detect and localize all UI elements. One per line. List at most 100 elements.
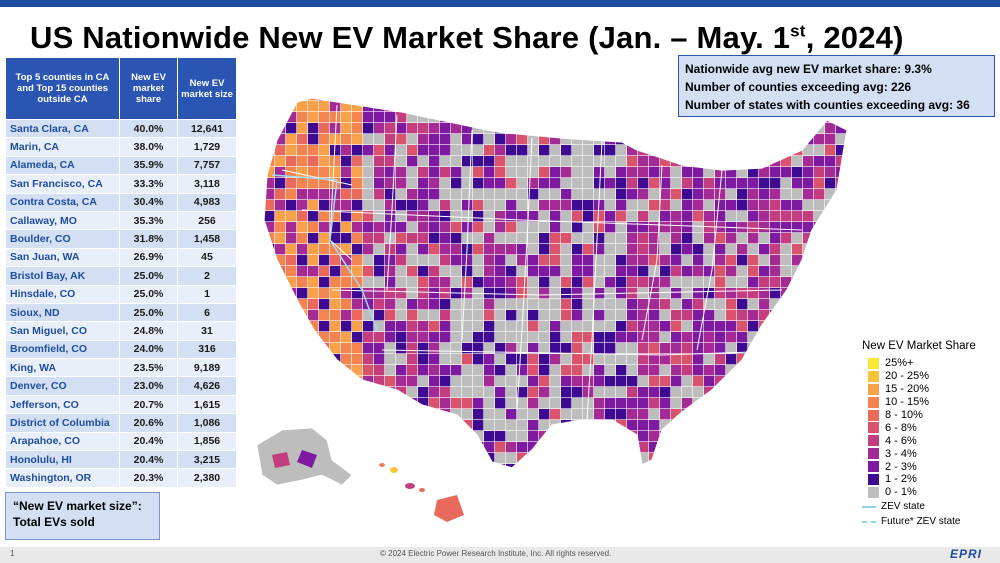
county-cell [561,453,572,464]
county-cell [792,453,803,464]
county-cell [539,255,550,266]
county-cell [715,211,726,222]
county-cell [594,112,605,123]
county-cell [792,255,803,266]
county-cell [506,266,517,277]
county-cell [792,200,803,211]
county-cell [517,299,528,310]
county-cell [275,244,286,255]
county-cell [737,134,748,145]
county-cell [649,244,660,255]
county-cell [484,354,495,365]
county-cell [693,409,704,420]
county-cell [539,310,550,321]
county-cell [275,145,286,156]
county-cell [550,409,561,420]
county-cell [341,431,352,442]
county-cell [550,376,561,387]
share-cell: 30.4% [119,192,178,212]
legend-item: 2 - 3% [862,460,997,473]
county-cell [704,98,715,101]
county-cell [858,112,862,122]
county-cell [539,409,550,420]
county-cell [539,189,550,200]
county-cell [440,442,451,453]
county-cell [649,156,660,167]
county-cell [253,101,263,111]
county-cell [605,464,616,468]
county-cell [693,178,704,189]
county-cell [649,376,660,387]
county-cell [715,233,726,244]
county-cell [748,486,758,496]
county-cell [418,134,429,145]
county-cell [748,475,758,485]
county-cell [660,266,671,277]
county-cell [693,145,704,156]
county-cell [715,442,726,453]
county-cell [759,233,770,244]
county-cell [473,200,484,211]
table-row: Hinsdale, CO 25.0% 1 [5,284,237,304]
county-cell [462,123,473,134]
county-cell [748,189,759,200]
county-cell: Bristol Bay, AK [5,266,120,286]
county-cell [770,167,781,178]
county-cell [715,255,726,266]
county-cell [539,420,550,431]
county-cell [627,189,638,200]
copyright-text: © 2024 Electric Power Research Institute… [380,549,612,558]
county-cell [737,376,748,387]
county-column-header: Top 5 counties in CA and Top 15 counties… [5,57,120,120]
county-cell [814,310,825,321]
county-cell [682,123,693,134]
county-cell [594,211,605,222]
county-cell [682,112,693,123]
county-cell [726,98,737,101]
county-cell [715,156,726,167]
county-cell [495,376,506,387]
county-cell [803,112,814,123]
county-cell [616,277,627,288]
county-cell [275,156,286,167]
county-cell [506,255,517,266]
county-cell [638,387,649,398]
county-cell [682,178,693,189]
county-cell [847,123,857,133]
county-cell [759,453,770,464]
county-cell [726,310,737,321]
county-cell [418,354,429,365]
county-cell [572,310,583,321]
county-cell [616,178,627,189]
county-cell [671,376,682,387]
county-cell [275,387,286,398]
county-cell [594,464,605,468]
county-cell [682,321,693,332]
county-cell [363,365,374,376]
county-cell [429,387,440,398]
legend-future-zev-label: Future* ZEV state [881,516,961,528]
share-cell: 24.8% [119,321,178,341]
county-cell [418,255,429,266]
note-line-2: Total EVs sold [13,515,95,529]
county-cell [770,156,781,167]
county-cell [770,343,781,354]
county-cell [616,222,627,233]
county-cell [572,156,583,167]
county-cell [847,354,857,364]
county-cell [814,431,825,442]
county-cell [286,343,297,354]
county-cell [561,310,572,321]
legend-label: 20 - 25% [885,370,930,383]
county-cell [561,475,571,485]
county-cell [825,310,836,321]
county-cell [506,145,517,156]
county-cell [594,233,605,244]
county-cell [759,123,770,134]
county-cell [495,354,506,365]
county-cell [451,200,462,211]
county-cell [605,299,616,310]
county-cell [682,189,693,200]
county-cell [506,189,517,200]
county-cell [440,299,451,310]
